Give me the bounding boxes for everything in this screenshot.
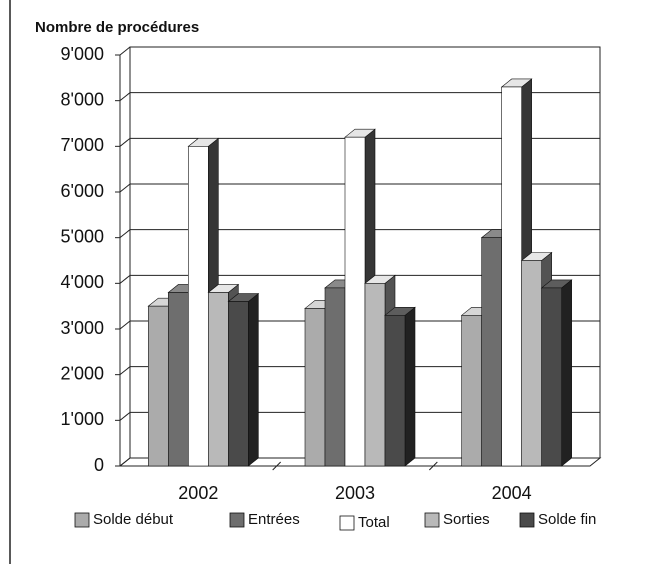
grid-line xyxy=(119,229,131,239)
bar-side xyxy=(404,306,416,467)
bar xyxy=(344,136,366,467)
bar-side xyxy=(248,292,259,467)
x-tick xyxy=(428,461,438,471)
chart-title: Nombre de procédures xyxy=(35,19,199,36)
legend-label: Entrées xyxy=(248,511,300,528)
grid-line xyxy=(119,274,131,284)
grid-line xyxy=(119,46,131,56)
y-tick-label: 2'000 xyxy=(61,363,104,383)
y-tick-label: 6'000 xyxy=(61,181,104,201)
bar xyxy=(168,292,189,467)
bar-side xyxy=(561,279,572,467)
x-tick-label: 2003 xyxy=(335,483,375,503)
y-tick-label: 4'000 xyxy=(61,272,104,292)
y-tick-label: 3'000 xyxy=(61,318,104,338)
x-tick-label: 2004 xyxy=(492,483,532,503)
bar xyxy=(304,308,326,467)
legend-swatch xyxy=(74,512,90,528)
y-tick-label: 8'000 xyxy=(61,89,104,109)
bar xyxy=(501,86,522,467)
y-tick-label: 0 xyxy=(94,455,104,475)
x-tick-label: 2002 xyxy=(178,483,218,503)
grid-line xyxy=(119,457,131,467)
legend-label: Total xyxy=(358,514,390,531)
legend-label: Solde fin xyxy=(538,511,596,528)
bar xyxy=(541,287,562,467)
bar xyxy=(324,287,346,467)
bar xyxy=(481,237,502,467)
grid-line xyxy=(119,137,131,147)
x-tick xyxy=(272,461,282,471)
bar xyxy=(228,301,249,467)
grid-line xyxy=(119,411,131,421)
bar xyxy=(188,146,209,467)
grid-line xyxy=(119,92,131,102)
y-tick-label: 9'000 xyxy=(61,44,104,64)
y-tick-label: 1'000 xyxy=(61,409,104,429)
legend-label: Sorties xyxy=(443,511,490,528)
bar xyxy=(148,305,169,467)
legend-swatch xyxy=(339,515,355,531)
bar xyxy=(208,292,229,467)
legend-swatch xyxy=(424,512,440,528)
bar xyxy=(384,314,406,467)
bar xyxy=(521,260,542,467)
grid-line xyxy=(119,320,131,330)
grid-line xyxy=(119,366,131,376)
y-tick-label: 7'000 xyxy=(61,135,104,155)
grid-line xyxy=(119,183,131,193)
y-tick-label: 5'000 xyxy=(61,226,104,246)
bar xyxy=(461,314,482,467)
legend-label: Solde début xyxy=(93,511,174,528)
bar xyxy=(364,283,386,467)
legend-swatch xyxy=(519,512,535,528)
legend-swatch xyxy=(229,512,245,528)
